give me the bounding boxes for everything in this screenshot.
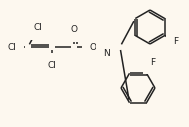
Text: Cl: Cl: [34, 23, 43, 33]
Text: F: F: [150, 58, 156, 67]
Text: F: F: [174, 37, 179, 46]
Text: Cl: Cl: [48, 60, 57, 69]
Text: O: O: [70, 26, 77, 35]
Text: N: N: [104, 50, 110, 59]
Text: Cl: Cl: [8, 43, 16, 52]
Text: O: O: [90, 43, 97, 52]
